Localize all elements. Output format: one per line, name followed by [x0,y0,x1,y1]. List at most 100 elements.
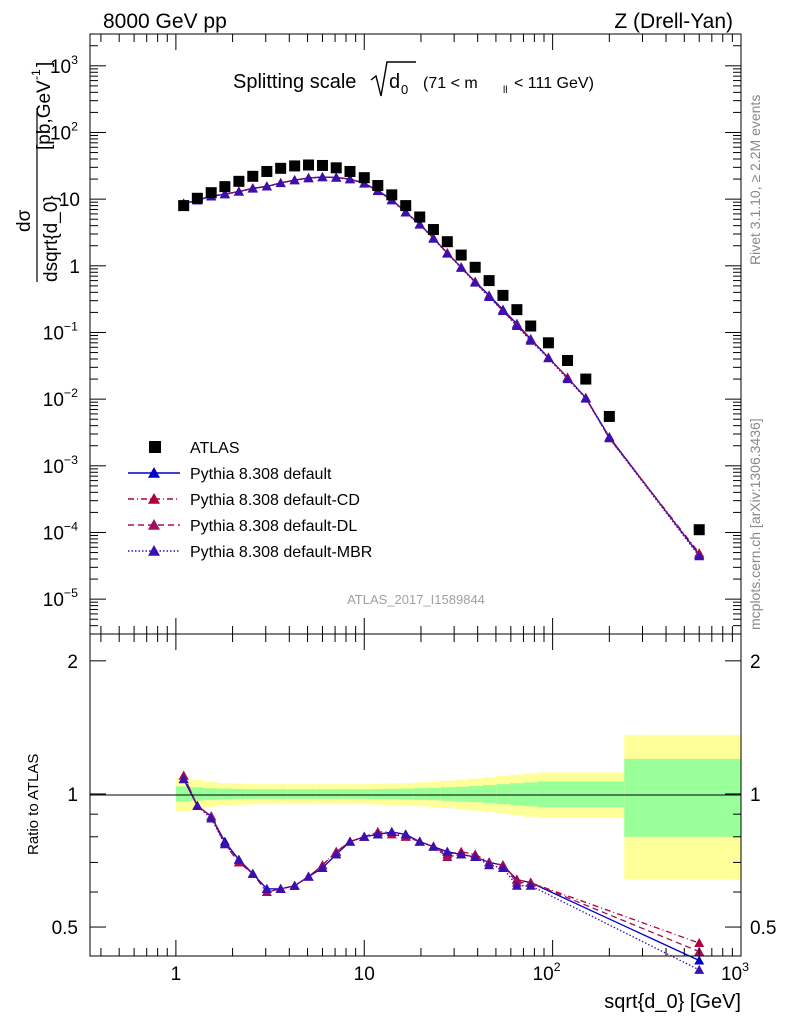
pythia-8-308-default-mbr-marker [525,335,536,345]
atlas-data-point [219,181,231,193]
legend: ATLAS Pythia 8.308 default Pythia 8.308 de… [128,440,372,561]
legend-triangle-icon [148,519,160,530]
x-tick-label: 10 [354,964,375,985]
pythia-8-308-default-mbr-ratio-marker [344,836,355,846]
legend-triangle-icon [148,467,160,478]
ratio-y-axis-label: Ratio to ATLAS [25,754,42,855]
pythia-8-308-default-mbr-ratio-marker [372,829,383,839]
stat-uncertainty-band [524,782,538,807]
y-tick-label: 10−5 [43,586,78,611]
pythia-8-308-default-mbr-marker [303,173,314,183]
atlas-data-point [344,165,356,177]
pythia-8-308-default-mbr-ratio-marker [414,836,425,846]
atlas-data-point [580,373,592,385]
data-markers [178,159,705,536]
analysis-watermark: ATLAS_2017_I1589844 [347,592,485,607]
pythia-8-308-default-mbr-marker [511,321,522,331]
ratio-y-tick-label: 0.5 [52,918,78,939]
ylabel-units-end: ] [34,62,55,67]
pythia-8-308-default-mbr-ratio-marker [428,841,439,851]
ratio-y-tick-label-right: 2 [750,652,761,673]
atlas-data-point [303,159,315,171]
atlas-data-point [233,175,245,187]
stat-uncertainty-band [273,789,288,799]
y-tick-label: 1 [69,257,80,278]
atlas-data-point [205,187,217,199]
pythia-8-308-default-mbr-marker [289,175,300,185]
pythia-8-308-default-mbr-ratio-marker [400,829,411,839]
rivet-label: Rivet 3.1.10, ≥ 2.2M events [747,95,763,265]
stat-uncertainty-band [287,789,302,799]
pythia-8-308-default-mbr-ratio-marker [317,862,328,872]
main-panel-frame [89,33,742,635]
atlas-data-point [247,170,259,182]
atlas-data-point [386,189,398,201]
title-range-sub: ll [503,85,507,96]
atlas-data-point [316,159,328,171]
title-sqrt-arg: d [389,71,400,93]
stat-uncertainty-band [329,789,343,799]
ratio-y-tick-label-right: 0.5 [750,918,776,939]
mcplots-label: mcplots.cern.ch [arXiv:1306.3436] [747,418,763,630]
atlas-data-point [372,180,384,192]
stat-uncertainty-band [537,781,625,808]
legend-label-pythia-8-308-default-dl: Pythia 8.308 default-DL [190,518,357,535]
stat-uncertainty-band [440,787,455,801]
pythia-8-308-default-mbr-ratio-marker [442,846,453,856]
pythia-8-308-default-mbr-ratio-marker [470,852,481,862]
y-tick-label: 10−1 [43,319,78,344]
stat-uncertainty-band [315,789,330,799]
stat-uncertainty-band [385,788,400,800]
title-prefix: Splitting scale [233,71,356,93]
pythia-8-308-default-mbr-marker [275,178,286,188]
pythia-8-308-default-mbr-marker [456,262,467,272]
title-range: (71 < m [423,75,478,92]
stat-uncertainty-band [260,789,274,799]
atlas-data-point [358,172,370,184]
pythia-8-308-default-ratio-marker [694,955,705,965]
pythia-8-308-default-mbr-ratio-marker [303,871,314,881]
process-label: Z (Drell-Yan) [614,10,733,33]
atlas-data-point [542,337,554,349]
pythia-8-308-default-mbr-ratio-marker [289,880,300,890]
ratio-y-tick-label: 1 [67,785,78,806]
atlas-data-point [497,289,509,301]
pythia-8-308-default-mbr-ratio-marker [511,880,522,890]
collision-label: 8000 GeV pp [103,10,227,33]
pythia-8-308-default-mbr-ratio-marker [219,839,230,849]
atlas-data-point [455,249,467,261]
sqrt-sign-icon [370,61,416,97]
y-tick-label: 10−3 [43,453,78,478]
legend-label-pythia-8-308-default-mbr: Pythia 8.308 default-MBR [190,544,372,561]
pythia-8-308-default-mbr-marker [331,172,342,182]
ylabel-units: [pb,GeV [34,80,55,150]
pythia-8-308-default-mbr-marker [400,207,411,217]
stat-uncertainty-band [454,786,469,802]
atlas-data-point [511,304,523,316]
pythia-8-308-default-mbr-ratio-marker [456,849,467,859]
stat-uncertainty-band [624,758,741,837]
atlas-data-point [289,160,301,172]
title-sqrt-sub: 0 [401,82,408,97]
pythia-8-308-default-mbr-marker [604,433,615,443]
y-tick-label: 102 [50,119,78,144]
atlas-data-point [483,275,495,287]
stat-uncertainty-band [399,788,414,800]
pythia-8-308-default-mbr-ratio-marker [178,774,189,784]
pythia-8-308-default-cd-ratio-marker [694,938,705,948]
pythia-8-308-default-mbr-marker [233,186,244,196]
stat-uncertainty-band [245,789,261,799]
stat-uncertainty-band [426,787,441,801]
y-tick-label: 10−4 [43,519,78,544]
legend-label-atlas: ATLAS [190,440,240,457]
pythia-8-308-default-mbr-ratio-marker [497,862,508,872]
pythia-8-308-default-mbr-marker [317,172,328,182]
stat-uncertainty-band [413,788,427,800]
atlas-data-point [330,162,342,174]
pythia-8-308-default-mbr-marker [247,183,258,193]
pythia-8-308-default-mbr-marker [484,292,495,302]
stat-uncertainty-band [342,789,358,799]
stat-uncertainty-band [203,788,218,800]
